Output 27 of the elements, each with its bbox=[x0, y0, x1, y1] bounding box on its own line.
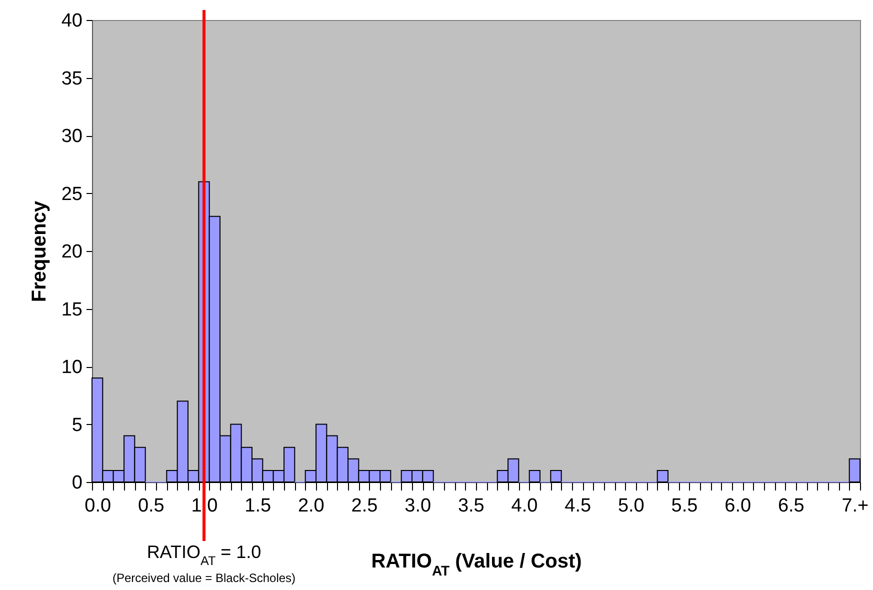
ref-line-label: RATIO$_{AT}$ = 1.0 bbox=[146, 542, 262, 568]
y-tick-label: 0 bbox=[72, 472, 82, 494]
text: (Perceived value = Black-Scholes) bbox=[112, 571, 296, 585]
x-tick-label: 4.0 bbox=[511, 496, 538, 516]
x-tick-label: 5.0 bbox=[618, 496, 644, 516]
x-tick-label: 0.5 bbox=[138, 496, 164, 516]
x-tick-label: 5.5 bbox=[671, 496, 698, 516]
x-tick-label: 0.0 bbox=[84, 496, 112, 516]
x-tick-label: 2.5 bbox=[351, 496, 378, 516]
x-tick-label: 3.0 bbox=[404, 496, 432, 516]
x-tick-label: 2.0 bbox=[298, 496, 324, 516]
x-tick-label: 1.5 bbox=[244, 496, 272, 516]
x-tick-label: 3.5 bbox=[458, 496, 484, 516]
y-tick-label: 40 bbox=[61, 10, 82, 32]
x-tick-label: 6.0 bbox=[724, 496, 752, 516]
y-tick-label: 10 bbox=[61, 357, 82, 378]
y-tick-label: 35 bbox=[61, 68, 82, 90]
y-tick-label: 30 bbox=[61, 126, 82, 147]
y-tick-label: 15 bbox=[61, 299, 82, 320]
y-tick-label: 20 bbox=[61, 242, 82, 262]
y-axis-title: Frequency bbox=[28, 200, 50, 302]
x-tick-label: 4.5 bbox=[564, 496, 592, 516]
x-tick-label: 7.+ bbox=[842, 496, 869, 516]
x-tick-label: 6.5 bbox=[778, 496, 804, 516]
y-tick-label: 25 bbox=[61, 184, 82, 205]
y-tick-label: 5 bbox=[72, 414, 82, 436]
x-axis-title: RATIO$_{AT}$ (Value / Cost) bbox=[371, 550, 582, 578]
